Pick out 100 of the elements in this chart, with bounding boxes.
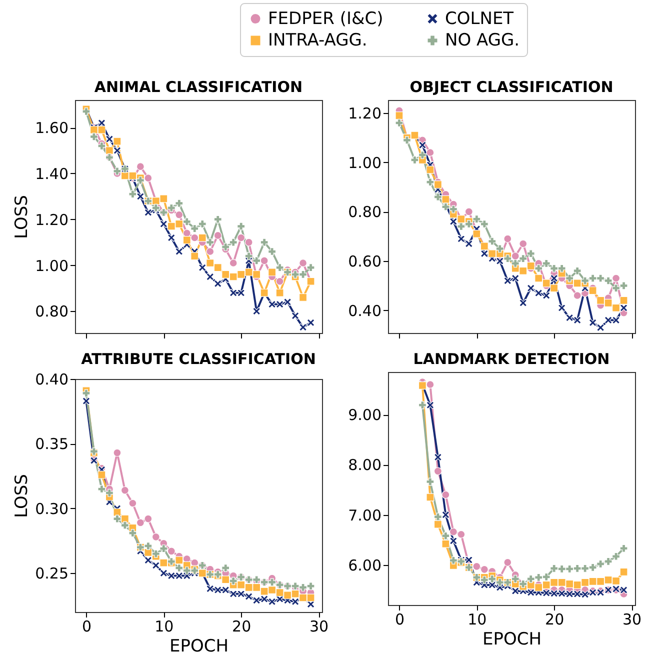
point [604, 276, 612, 285]
point [526, 588, 535, 596]
point [260, 256, 268, 265]
point [291, 312, 300, 320]
point [526, 262, 535, 270]
point [98, 485, 106, 494]
point [167, 204, 176, 212]
point [190, 234, 199, 242]
y-tick-label: 0.80 [35, 302, 68, 321]
point [426, 148, 434, 157]
point [596, 324, 605, 332]
point [229, 576, 238, 585]
point [260, 595, 268, 604]
point [442, 490, 450, 499]
point [526, 284, 535, 292]
point [206, 238, 214, 246]
y-tick-label: 8.00 [348, 456, 382, 474]
point [252, 270, 261, 278]
point [573, 266, 582, 275]
point [160, 569, 168, 578]
point [620, 544, 628, 552]
legend-label: INTRA-AGG. [268, 30, 368, 50]
point [480, 220, 488, 228]
point [306, 594, 315, 602]
point [480, 250, 488, 258]
point [496, 578, 504, 586]
point [526, 574, 535, 583]
point [612, 316, 620, 324]
point [128, 529, 137, 538]
point [588, 563, 597, 572]
point [182, 236, 191, 244]
point [128, 190, 137, 198]
point [222, 242, 230, 251]
point [434, 180, 442, 189]
point [519, 266, 528, 275]
point [550, 564, 558, 572]
point [472, 230, 481, 238]
point [167, 572, 176, 580]
point [276, 288, 284, 297]
point [105, 135, 114, 144]
x-tick-label: 0 [394, 610, 404, 628]
point [604, 316, 612, 324]
point [237, 288, 246, 297]
point [426, 178, 434, 186]
legend-label: NO AGG. [445, 30, 520, 50]
point [152, 550, 160, 558]
point [550, 274, 558, 282]
chart-title: LANDMARK DETECTION [413, 350, 610, 368]
point [175, 564, 184, 572]
point [237, 580, 246, 589]
point [214, 280, 222, 288]
point [268, 578, 276, 586]
point [573, 580, 582, 589]
y-tick-label: 1.20 [348, 104, 382, 123]
point [620, 282, 628, 290]
point [534, 583, 543, 592]
point [534, 289, 543, 298]
point [426, 380, 434, 389]
point [534, 274, 543, 282]
point [442, 540, 450, 548]
point [604, 576, 612, 584]
point [222, 586, 230, 594]
y-tick-label: 1.00 [348, 154, 382, 172]
point [480, 565, 488, 574]
x-axis-title: EPOCH [482, 630, 542, 650]
point [198, 234, 206, 242]
point [268, 300, 276, 308]
point [573, 279, 582, 288]
point [175, 556, 184, 564]
point [402, 136, 411, 144]
point [488, 580, 496, 589]
point [198, 264, 206, 272]
point [566, 580, 574, 588]
point [284, 298, 292, 306]
legend-label: FEDPER (I&C) [268, 8, 384, 29]
point [229, 258, 238, 267]
point [260, 587, 268, 596]
point [434, 512, 442, 521]
point [206, 258, 214, 267]
point [128, 499, 137, 508]
point [206, 248, 214, 256]
point [113, 448, 122, 457]
point [136, 162, 144, 171]
point [252, 256, 261, 265]
point [113, 514, 122, 523]
point [449, 536, 458, 545]
point [410, 156, 419, 164]
point [299, 583, 308, 592]
point [299, 323, 308, 332]
point [206, 584, 214, 593]
point [306, 318, 315, 327]
point [550, 284, 558, 292]
point [120, 486, 129, 494]
point [276, 277, 284, 286]
point [229, 238, 238, 246]
y-tick-label: 1.20 [35, 210, 68, 229]
point [511, 574, 520, 583]
point [434, 453, 442, 462]
point [291, 590, 300, 598]
x-tick-label: 20 [232, 618, 252, 636]
